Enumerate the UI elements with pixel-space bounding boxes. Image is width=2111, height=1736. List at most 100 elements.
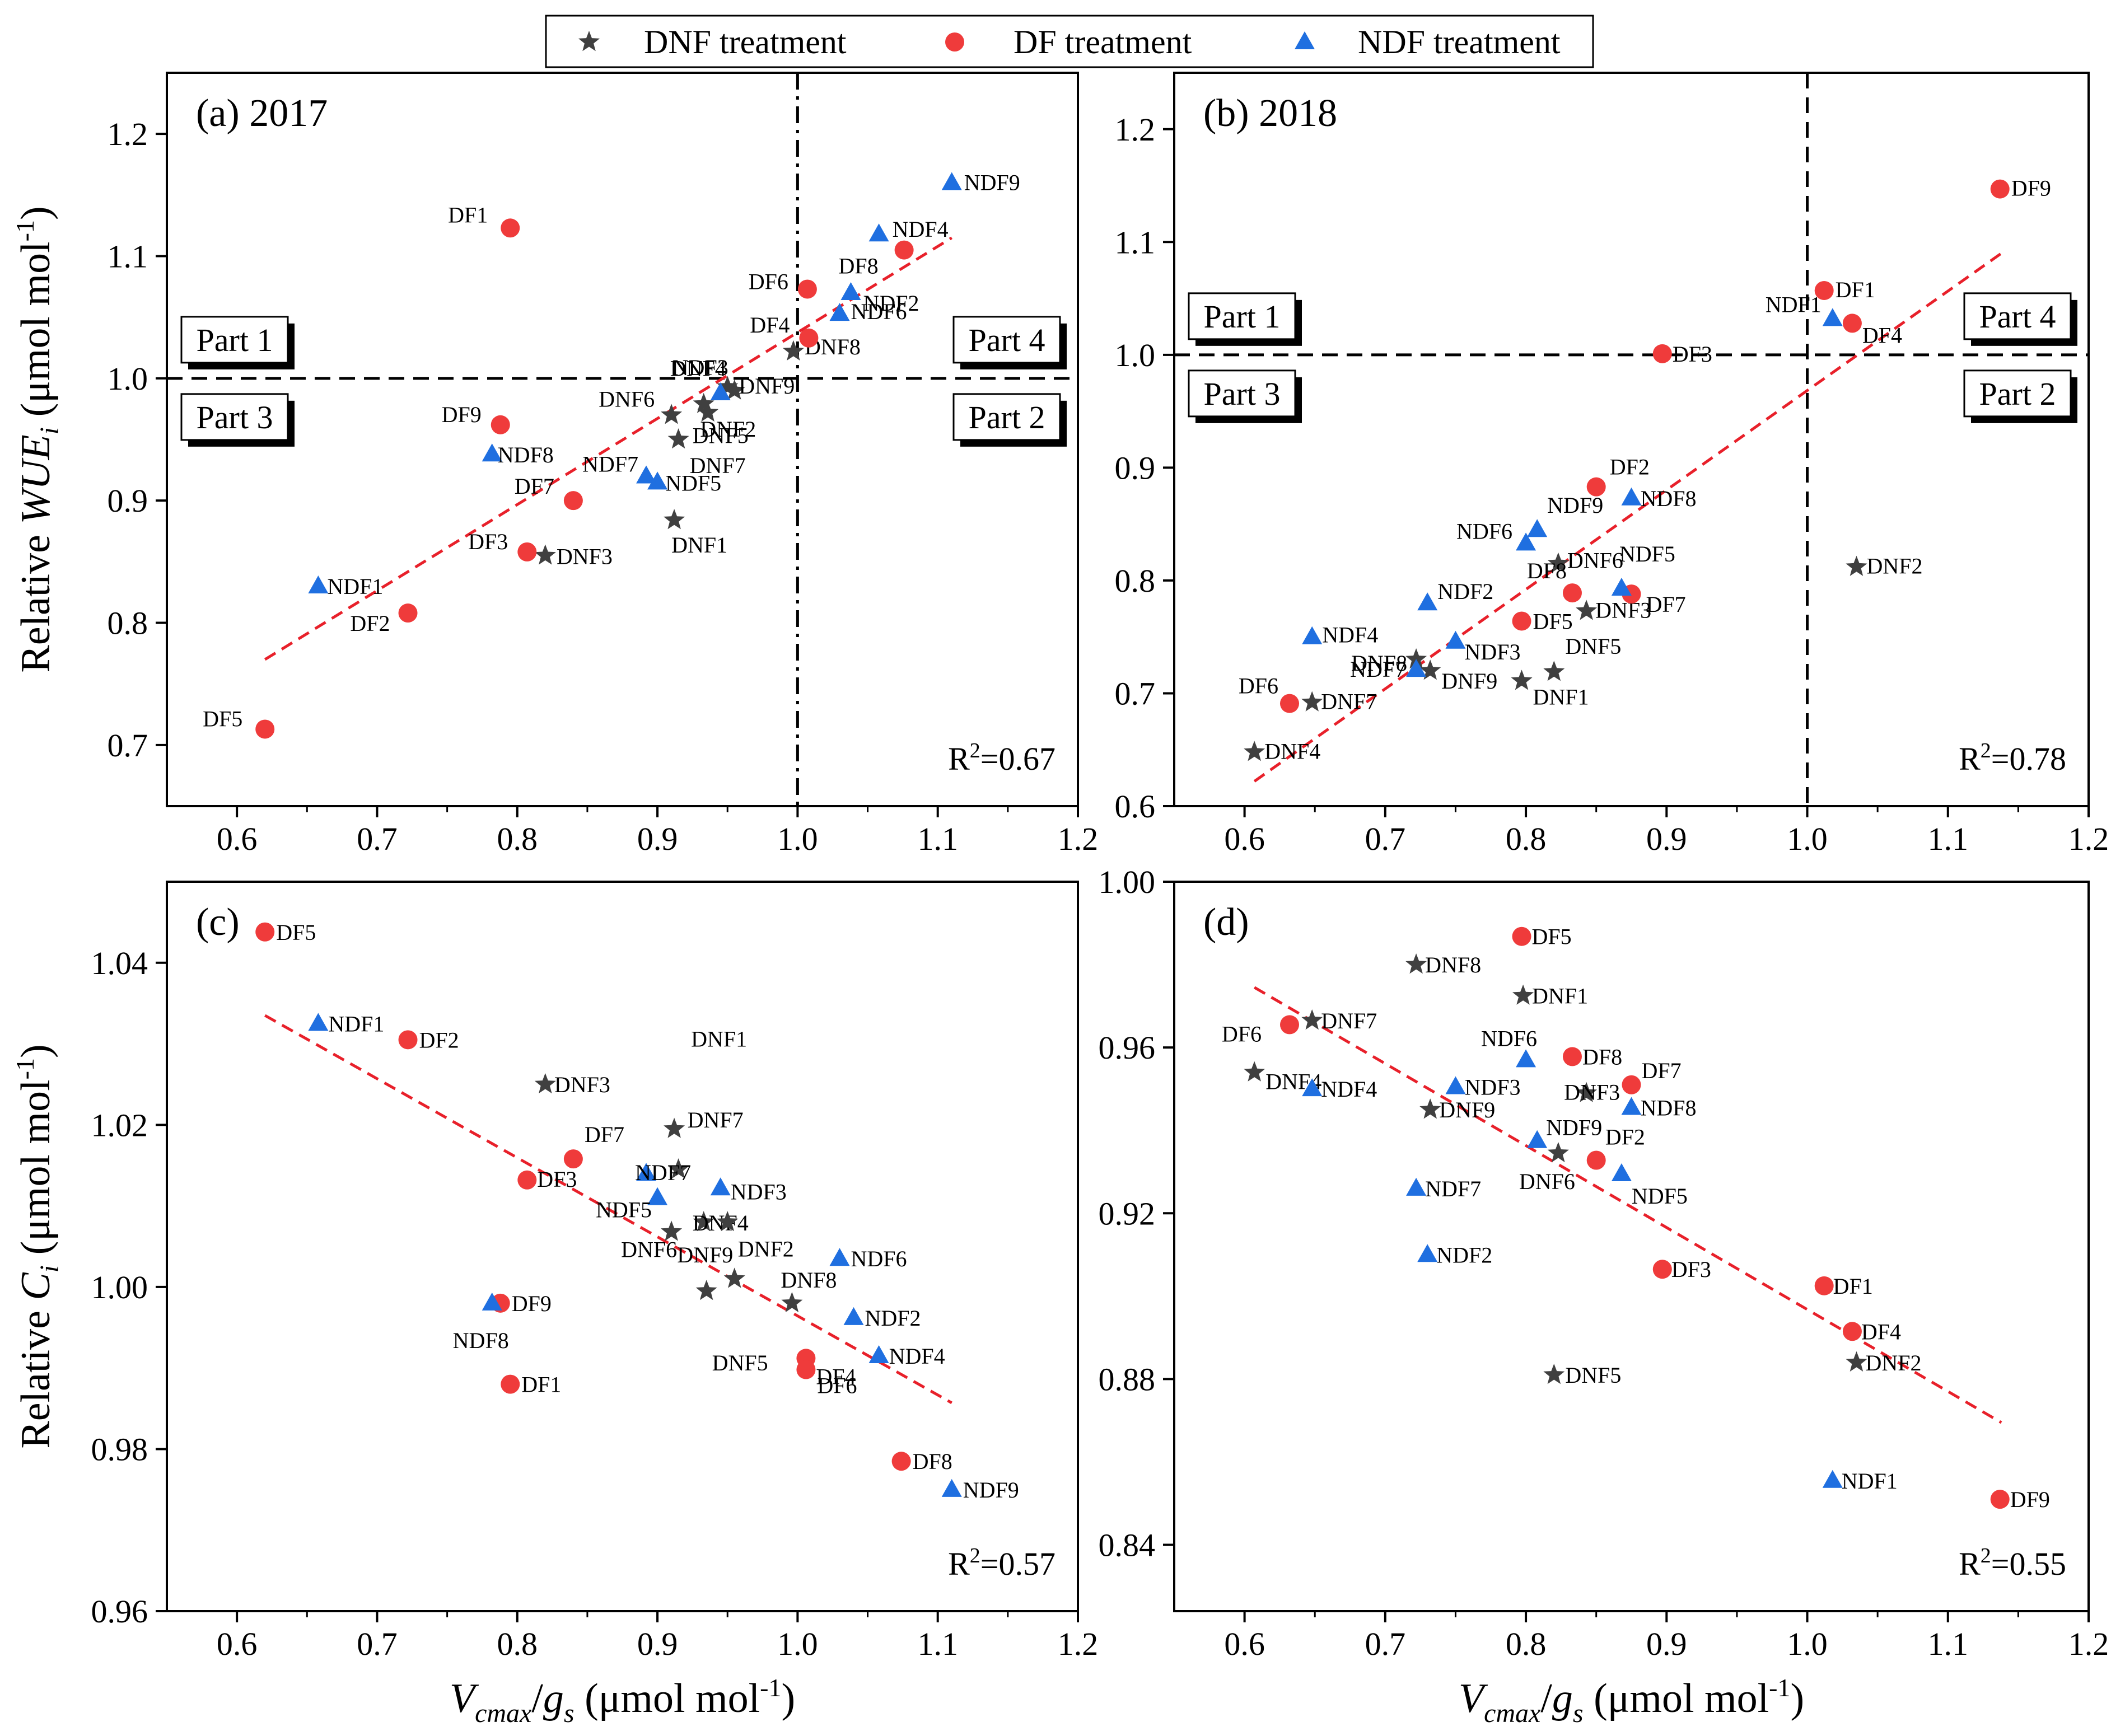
point-label: DF8	[838, 254, 878, 279]
x-tick-label: 0.9	[1646, 821, 1687, 857]
y-tick-label: 1.04	[91, 945, 148, 981]
point-label: DNF1	[1533, 684, 1589, 709]
point-label: DNF8	[1425, 952, 1481, 977]
y-tick-label: 0.98	[91, 1431, 148, 1467]
point-label: NDF6	[1481, 1026, 1537, 1051]
point-ndf8	[1621, 1097, 1642, 1115]
point-dnf4	[693, 1211, 714, 1232]
y-tick-label: 1.2	[1115, 111, 1156, 148]
point-label: DNF1	[691, 1027, 747, 1052]
point-label: DNF3	[1595, 597, 1651, 623]
point-label: DF3	[468, 529, 508, 554]
y-tick-label: 1.00	[1099, 864, 1156, 900]
point-ndf5	[1611, 1163, 1632, 1181]
point-label: DNF9	[739, 373, 795, 399]
point-df6	[1280, 694, 1300, 713]
point-dnf4	[723, 379, 745, 400]
point-dnf5	[1543, 1364, 1565, 1384]
point-dnf4	[1244, 1061, 1265, 1082]
point-label: DF2	[1605, 1125, 1645, 1150]
point-dnf6	[1547, 552, 1569, 573]
point-label: DF1	[1833, 1274, 1873, 1299]
part-2-box	[1963, 369, 2072, 418]
point-label: NDF2	[863, 291, 919, 316]
r-squared: R2=0.57	[948, 1544, 1056, 1582]
point-dnf2	[723, 1267, 745, 1288]
x-tick-label: 0.8	[1506, 1626, 1547, 1662]
part-label: Part 2	[969, 399, 1045, 436]
point-label: DNF9	[1441, 668, 1497, 694]
point-df6	[796, 1360, 816, 1379]
point-label: DF8	[913, 1449, 952, 1474]
x-tick-label: 1.2	[2068, 821, 2109, 857]
point-label: DNF5	[1565, 634, 1621, 659]
point-label: NDF2	[865, 1305, 921, 1331]
point-dnf6	[1547, 1141, 1569, 1163]
point-label: NDF8	[1641, 1095, 1697, 1120]
part-label: Part 1	[1204, 298, 1281, 335]
plot-frame	[1173, 881, 2090, 1612]
point-label: NDF6	[851, 1246, 907, 1271]
regression-line	[264, 1014, 952, 1405]
point-df6	[797, 279, 817, 299]
y-tick-label: 0.8	[1115, 563, 1156, 599]
point-label: DNF7	[1321, 689, 1377, 714]
point-dnf7	[667, 1158, 689, 1179]
point-df3	[1652, 344, 1672, 363]
point-label: NDF4	[1322, 623, 1378, 648]
r-squared: R2=0.78	[1959, 739, 2066, 777]
point-ndf4	[868, 1345, 889, 1363]
point-label: NDF3	[1464, 1074, 1520, 1099]
legend: DNF treatment DF treatment NDF treatment	[545, 15, 1594, 68]
point-label: DNF3	[1564, 1080, 1620, 1105]
point-label: DNF3	[557, 544, 613, 569]
point-df8	[891, 1452, 911, 1471]
point-df6	[1280, 1015, 1300, 1035]
point-dnf8	[1405, 953, 1427, 974]
point-label: NDF7	[1425, 1176, 1481, 1201]
point-label: DF4	[750, 312, 790, 338]
legend-label: DF treatment	[1014, 24, 1192, 60]
point-ndf6	[829, 303, 850, 321]
y-tick-label: 1.02	[91, 1107, 148, 1143]
point-dnf5	[693, 392, 714, 413]
point-label: DF3	[537, 1167, 577, 1192]
point-label: DNF2	[738, 1236, 794, 1261]
plot-frame	[1173, 72, 2090, 807]
point-dnf7	[667, 428, 689, 449]
y-tick-label: 1.0	[108, 361, 148, 397]
point-ndf3	[1445, 630, 1466, 649]
panel-a: 0.6 0.7 0.8 0.9 1.0 1.1 1.2 0.7 0.8 0.9 1.0 1.1 1.2 (…	[11, 72, 1098, 857]
y-tick-label: 0.7	[1115, 675, 1156, 712]
point-df1	[501, 1374, 520, 1394]
point-label: NDF6	[1456, 518, 1512, 544]
point-df9	[491, 415, 510, 434]
y-tick-label: 0.96	[1099, 1030, 1156, 1066]
point-label: DF6	[749, 269, 788, 294]
regression-line	[1253, 986, 2002, 1424]
part-1-box	[180, 316, 289, 364]
point-dnf9	[717, 1211, 739, 1232]
point-ndf1	[308, 1013, 329, 1031]
point-df7	[1622, 1075, 1641, 1094]
point-label: DF6	[1239, 673, 1278, 699]
point-label: NDF1	[327, 574, 383, 599]
point-ndf7	[1406, 659, 1427, 677]
point-label: DF5	[203, 706, 242, 731]
point-df4	[1842, 1322, 1862, 1341]
point-label: DNF6	[1567, 548, 1623, 573]
point-ndf2	[840, 282, 861, 300]
y-tick-label: 0.84	[1099, 1527, 1156, 1564]
point-label: NDF1	[1842, 1468, 1898, 1494]
part-label: Part 3	[197, 399, 273, 436]
x-tick-label: 0.7	[357, 1626, 398, 1662]
point-label: DF9	[442, 402, 482, 427]
x-tick-label: 1.0	[1787, 821, 1828, 857]
point-label: DF7	[1646, 592, 1686, 617]
point-label: DF1	[1836, 277, 1875, 302]
point-ndf9	[941, 1478, 962, 1497]
x-axis-title: Vcmax/gs (μmol mol-1)	[450, 1673, 795, 1728]
point-ndf6	[829, 1248, 850, 1266]
point-label: DNF5	[693, 423, 749, 448]
